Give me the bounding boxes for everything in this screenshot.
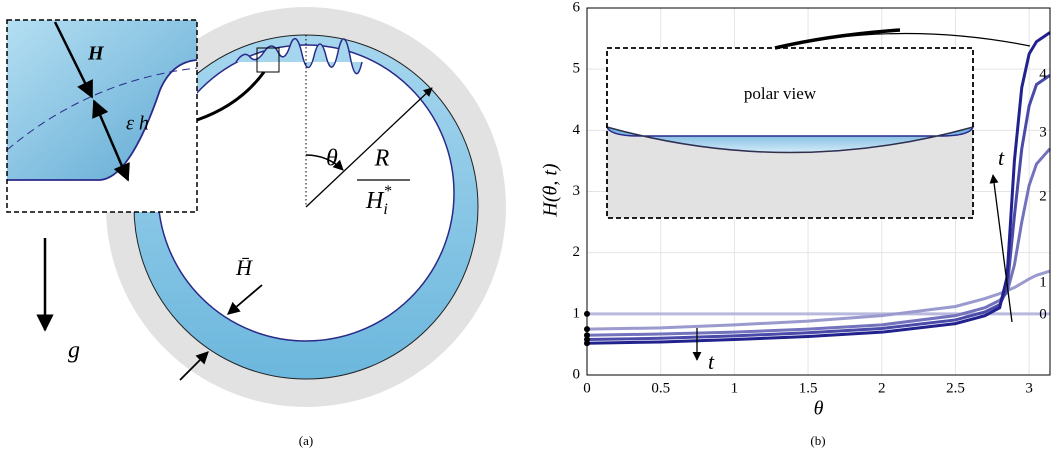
y-tick-label: 3 [573, 183, 581, 199]
panel-label: (a) [299, 433, 313, 448]
label-h: H [87, 43, 105, 65]
x-axis-label: θ [814, 398, 824, 420]
wall-arrow [179, 351, 209, 381]
series-label: 4 [1039, 66, 1047, 82]
panel-b: (b) 0 1 2 3 4 5 6 0 0.5 1 1.5 2 2.5 3 polar view 0 1 2 3 4 θ… [540, 0, 1052, 448]
film-surface [157, 44, 455, 342]
radius-arrow [305, 87, 433, 208]
x-tick-label: 3 [1025, 380, 1033, 396]
hi-sup: * [383, 183, 391, 200]
label-theta: θ [326, 146, 338, 172]
arrow-eps [92, 99, 130, 182]
x-tick-label: 2.5 [946, 380, 965, 396]
arrow-h [53, 21, 94, 99]
wave [235, 37, 363, 75]
zoom-link [196, 71, 266, 122]
panel-a: H ε h g θ R H* i H̄ (a) [6, 7, 506, 448]
hi-base: H [365, 188, 385, 214]
series-line [586, 269, 1051, 331]
inset-mean [6, 67, 198, 151]
label-hi: H* i [365, 183, 391, 218]
series-label: 2 [1039, 188, 1047, 204]
y-tick-label: 0 [573, 366, 581, 382]
inset-link-thick [774, 28, 901, 50]
y-tick-label: 5 [573, 61, 581, 77]
y-tick-label: 1 [573, 305, 581, 321]
x-tick-label: 0.5 [651, 380, 670, 396]
x-tick-label: 0 [583, 380, 591, 396]
label-r: R [374, 146, 390, 172]
axes-frame [586, 7, 1051, 376]
zoom-box [256, 47, 280, 73]
series-line [586, 74, 1051, 342]
label-g: g [68, 338, 80, 364]
series-label: 3 [1039, 124, 1047, 140]
inset-frame [606, 47, 974, 219]
annotation: t [708, 349, 715, 374]
series-line [586, 31, 1051, 345]
y-tick-label: 2 [573, 244, 581, 260]
series-line [586, 147, 1052, 337]
inset-label: polar view [744, 84, 817, 103]
inset-frame [6, 19, 198, 213]
series-label: 0 [1039, 306, 1047, 322]
y-tick-label: 4 [573, 122, 581, 138]
hi-sub: i [383, 201, 387, 218]
label-hbar: H̄ [235, 255, 253, 280]
x-tick-label: 1 [731, 380, 739, 396]
y-axis-label: H(θ, t) [540, 163, 562, 217]
panel-label: (b) [810, 433, 825, 448]
inset-rim [606, 126, 974, 153]
angle-arc [305, 154, 344, 171]
y-tick-label: 6 [573, 0, 581, 15]
series-label: 1 [1039, 274, 1047, 290]
inset-wall [607, 127, 973, 218]
hbar-arrow [227, 284, 263, 315]
annotation: t [998, 145, 1005, 170]
x-tick-label: 2 [878, 380, 886, 396]
x-tick-label: 1.5 [799, 380, 818, 396]
t-arrow [989, 174, 1013, 323]
label-eps-h: ε h [126, 113, 149, 135]
